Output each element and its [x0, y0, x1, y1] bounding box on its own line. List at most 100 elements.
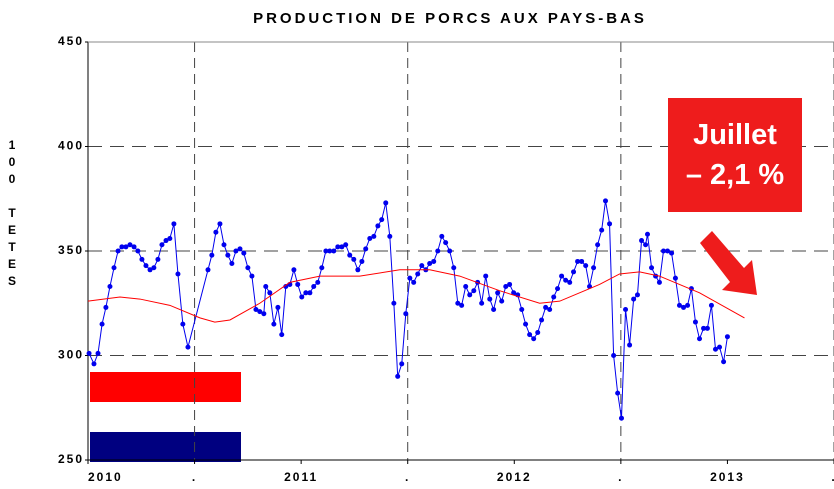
- point: [681, 304, 687, 310]
- chart-title: PRODUCTION DE PORCS AUX PAYS-BAS: [253, 10, 647, 27]
- point: [347, 252, 353, 258]
- point: [639, 238, 645, 244]
- point: [665, 248, 671, 254]
- point: [692, 319, 698, 325]
- x-tick-label: 2011: [284, 470, 318, 484]
- point: [359, 258, 365, 264]
- point: [724, 334, 730, 340]
- point: [407, 275, 413, 281]
- point: [712, 346, 718, 352]
- point: [491, 307, 497, 313]
- point: [343, 242, 349, 248]
- point: [499, 298, 505, 304]
- point: [395, 373, 401, 379]
- point: [399, 361, 405, 367]
- point: [303, 290, 309, 296]
- x-tick-label: 2010: [88, 470, 123, 484]
- point: [275, 304, 281, 310]
- point: [115, 248, 121, 254]
- annotation: Juillet – 2,1 %: [668, 98, 802, 212]
- point: [567, 279, 573, 285]
- point: [660, 248, 666, 254]
- point: [331, 248, 337, 254]
- point: [603, 198, 609, 204]
- point: [575, 258, 581, 264]
- point: [551, 294, 557, 300]
- point: [415, 271, 421, 277]
- point: [427, 261, 433, 267]
- x-tick-label: 2012: [497, 470, 532, 484]
- y-tick-label: 400: [58, 139, 84, 153]
- point: [483, 273, 489, 279]
- point: [519, 307, 525, 313]
- point: [595, 242, 601, 248]
- point: [295, 281, 301, 287]
- point: [127, 242, 133, 248]
- annotation-line: – 2,1 %: [685, 159, 785, 191]
- point: [283, 284, 289, 290]
- point: [163, 238, 169, 244]
- point: [656, 279, 662, 285]
- x-tick-label: .: [831, 470, 834, 484]
- point: [271, 321, 277, 327]
- point: [237, 246, 243, 252]
- point: [419, 263, 425, 269]
- point: [355, 267, 361, 273]
- point: [95, 350, 101, 356]
- point: [185, 344, 191, 350]
- y-axis-label: 100 TETES: [5, 138, 19, 291]
- point: [351, 256, 357, 262]
- point: [135, 248, 141, 254]
- point: [175, 271, 181, 277]
- point: [99, 321, 105, 327]
- point: [615, 390, 621, 396]
- point: [267, 290, 273, 296]
- point: [167, 235, 173, 241]
- point: [643, 242, 649, 248]
- point: [535, 330, 541, 336]
- point: [213, 229, 219, 235]
- point: [547, 307, 553, 313]
- point: [451, 265, 457, 271]
- point: [583, 263, 589, 269]
- point: [471, 288, 477, 294]
- point: [229, 261, 235, 267]
- point: [257, 309, 263, 315]
- point: [119, 244, 125, 250]
- point: [180, 321, 186, 327]
- point: [539, 317, 545, 323]
- point: [245, 265, 251, 271]
- legend-swatch: [90, 432, 241, 462]
- point: [431, 258, 437, 264]
- point: [563, 277, 569, 283]
- point: [291, 267, 297, 273]
- point: [379, 217, 385, 223]
- point: [704, 325, 710, 331]
- point: [319, 265, 325, 271]
- point: [479, 300, 485, 306]
- point: [507, 281, 513, 287]
- point: [511, 290, 517, 296]
- point: [685, 302, 691, 308]
- point: [627, 342, 633, 348]
- point: [375, 223, 381, 229]
- point: [233, 248, 239, 254]
- point: [649, 265, 655, 271]
- point: [555, 286, 561, 292]
- point: [531, 336, 537, 342]
- point: [205, 267, 211, 273]
- point: [171, 221, 177, 227]
- point: [447, 248, 453, 254]
- point: [253, 307, 259, 313]
- legend-swatch: [90, 372, 241, 402]
- point: [131, 244, 137, 250]
- point: [455, 300, 461, 306]
- point: [611, 353, 617, 358]
- point: [335, 244, 341, 250]
- point: [123, 244, 129, 250]
- point: [697, 336, 703, 342]
- point: [607, 221, 613, 227]
- point: [435, 248, 441, 254]
- point: [327, 248, 333, 254]
